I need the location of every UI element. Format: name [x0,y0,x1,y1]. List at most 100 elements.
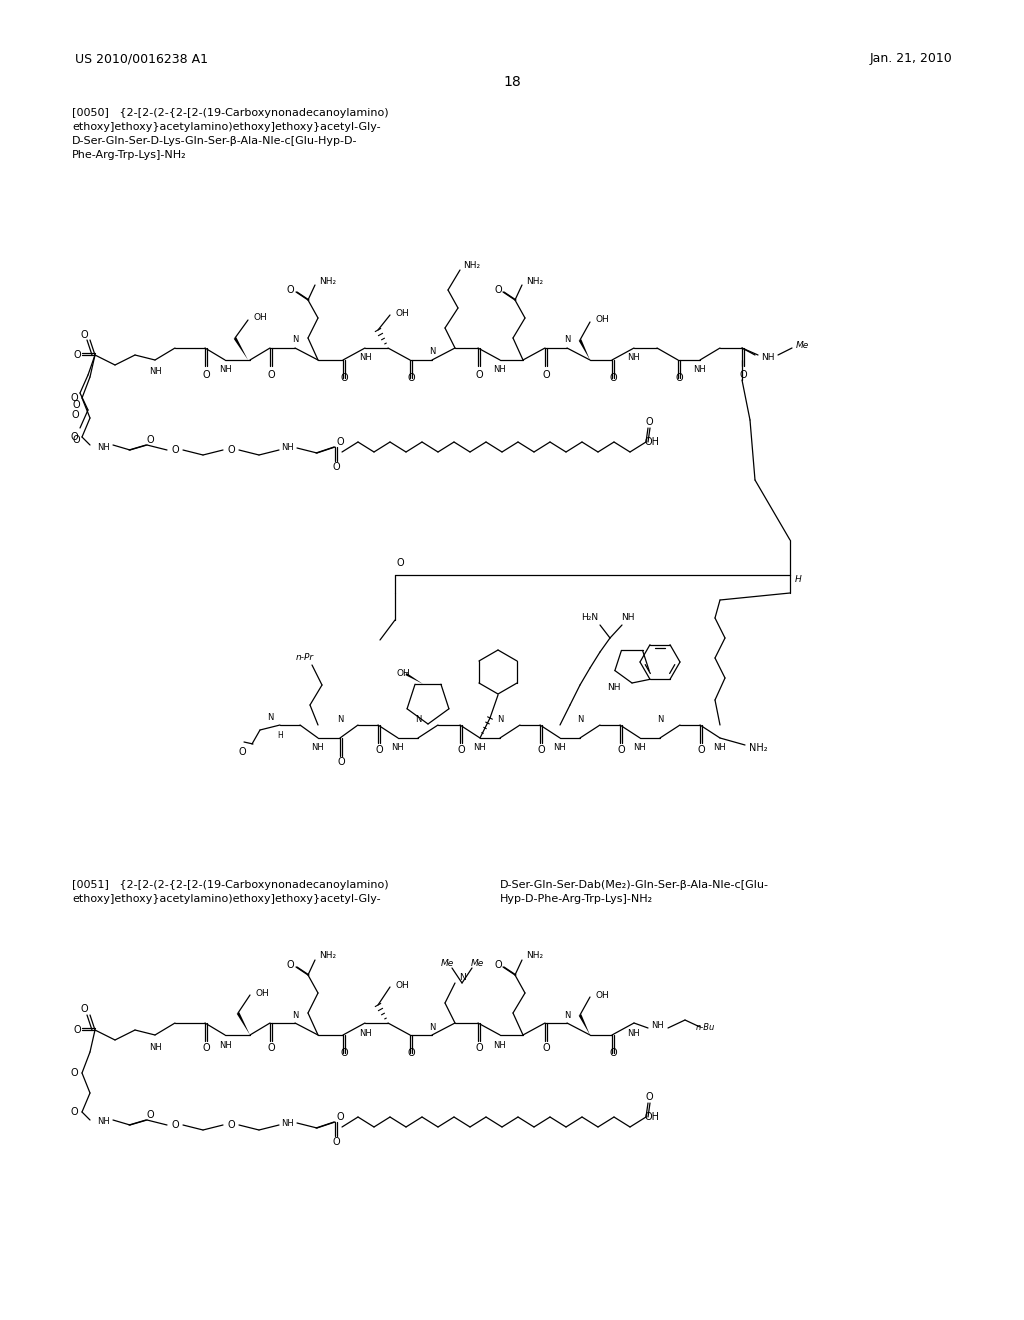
Text: NH: NH [281,1118,293,1127]
Text: O: O [171,1119,179,1130]
Text: O: O [675,374,683,383]
Text: N: N [292,1011,298,1019]
Text: NH: NH [628,354,640,363]
Text: NH₂: NH₂ [319,952,337,961]
Text: NH: NH [148,367,162,376]
Text: O: O [609,1048,616,1059]
Text: O: O [495,960,502,970]
Text: US 2010/0016238 A1: US 2010/0016238 A1 [75,51,208,65]
Text: N: N [267,714,273,722]
Text: O: O [739,370,746,380]
Text: NH₂: NH₂ [319,276,337,285]
Text: O: O [146,436,154,445]
Text: Me: Me [796,342,809,351]
Text: O: O [227,445,234,455]
Text: n-Pr: n-Pr [296,653,314,663]
Text: O: O [73,1026,81,1035]
Text: OH: OH [253,314,267,322]
Text: NH: NH [607,682,621,692]
Text: NH: NH [651,1020,665,1030]
Text: OH: OH [644,1111,659,1122]
Text: [0051]   {2-[2-(2-{2-[2-(19-Carboxynonadecanoylamino)
ethoxy]ethoxy}acetylamino): [0051] {2-[2-(2-{2-[2-(19-Carboxynonadec… [72,880,389,904]
Text: O: O [495,285,502,294]
Text: NH: NH [634,743,646,752]
Text: NH: NH [761,354,775,363]
Text: NH: NH [219,366,231,375]
Text: NH: NH [628,1028,640,1038]
Text: O: O [340,1048,348,1059]
Text: O: O [332,1137,340,1147]
Text: O: O [542,1043,550,1053]
Text: NH: NH [358,1028,372,1038]
Text: O: O [71,432,78,442]
Text: NH: NH [494,1040,507,1049]
Text: O: O [286,285,294,294]
Text: NH₂: NH₂ [526,276,544,285]
Text: OH: OH [396,669,410,678]
Text: NH₂: NH₂ [464,261,480,271]
Text: O: O [332,462,340,473]
Text: O: O [396,558,403,568]
Text: O: O [202,1043,210,1053]
Text: NH: NH [494,366,507,375]
Text: NH: NH [391,743,404,752]
Text: O: O [146,1110,154,1119]
Text: NH: NH [96,442,110,451]
Text: N: N [429,347,435,356]
Text: O: O [227,1119,234,1130]
Text: O: O [538,744,545,755]
Text: O: O [408,1048,415,1059]
Polygon shape [579,339,590,360]
Text: O: O [71,393,78,403]
Text: O: O [697,744,705,755]
Text: N: N [564,1011,570,1019]
Text: O: O [457,744,465,755]
Text: O: O [80,330,88,341]
Text: O: O [645,1092,653,1102]
Text: NH: NH [96,1118,110,1126]
Text: NH: NH [311,743,325,752]
Text: O: O [475,1043,482,1053]
Text: O: O [336,437,344,447]
Text: O: O [202,370,210,380]
Text: O: O [336,1111,344,1122]
Text: NH₂: NH₂ [749,743,767,752]
Text: [0050]   {2-[2-(2-{2-[2-(19-Carboxynonadecanoylamino)
ethoxy]ethoxy}acetylamino): [0050] {2-[2-(2-{2-[2-(19-Carboxynonadec… [72,108,389,160]
Text: N: N [497,715,503,725]
Text: O: O [239,747,246,756]
Text: OH: OH [255,989,269,998]
Text: N: N [656,715,664,725]
Polygon shape [406,673,423,684]
Text: O: O [340,374,348,383]
Text: H: H [278,730,283,739]
Text: NH: NH [622,614,635,623]
Text: NH: NH [281,444,293,453]
Text: O: O [72,436,80,445]
Text: O: O [475,370,482,380]
Text: O: O [72,400,80,411]
Text: O: O [645,417,653,426]
Text: O: O [72,411,79,420]
Text: NH: NH [693,366,707,375]
Text: N: N [415,715,421,725]
Text: NH: NH [219,1040,231,1049]
Text: NH: NH [714,743,726,752]
Text: OH: OH [644,437,659,447]
Text: 18: 18 [503,75,521,88]
Text: NH: NH [554,743,566,752]
Text: O: O [267,370,274,380]
Text: D-Ser-Gln-Ser-Dab(Me₂)-Gln-Ser-β-Ala-Nle-c[Glu-
Hyp-D-Phe-Arg-Trp-Lys]-NH₂: D-Ser-Gln-Ser-Dab(Me₂)-Gln-Ser-β-Ala-Nle… [500,880,769,904]
Text: O: O [542,370,550,380]
Text: O: O [267,1043,274,1053]
Text: OH: OH [395,309,409,318]
Text: O: O [80,1005,88,1014]
Text: NH: NH [148,1043,162,1052]
Text: OH: OH [595,990,609,999]
Text: O: O [71,1107,78,1117]
Polygon shape [237,1012,250,1035]
Text: NH: NH [358,354,372,363]
Text: O: O [286,960,294,970]
Text: O: O [375,744,383,755]
Text: OH: OH [395,981,409,990]
Text: Me: Me [440,958,454,968]
